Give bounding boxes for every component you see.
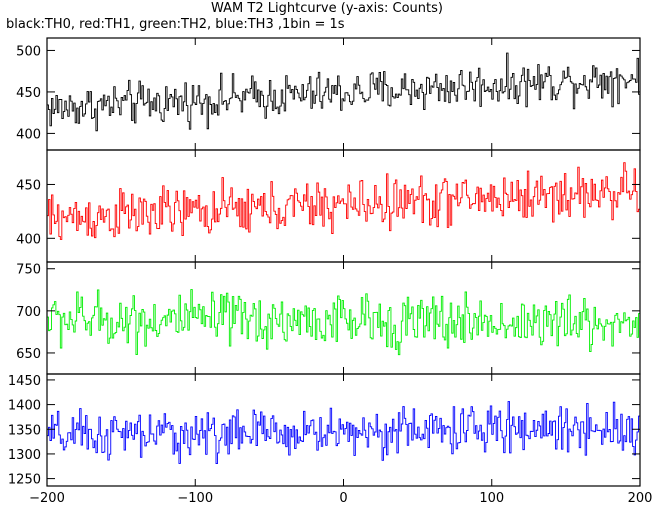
x-tick-label: −200 bbox=[29, 491, 65, 505]
y-tick-label-th3: 1350 bbox=[8, 423, 41, 438]
x-tick-label: 200 bbox=[628, 491, 653, 505]
series-line-th2 bbox=[47, 289, 640, 356]
x-tick-label: 100 bbox=[479, 491, 504, 505]
x-tick-label: −100 bbox=[177, 491, 213, 505]
chart-title: WAM T2 Lightcurve (y-axis: Counts) bbox=[211, 1, 443, 16]
y-tick-label-th3: 1300 bbox=[8, 448, 41, 463]
series-line-th1 bbox=[47, 162, 640, 240]
y-tick-label-th3: 1250 bbox=[8, 473, 41, 488]
y-tick-label-th2: 650 bbox=[16, 347, 41, 362]
y-tick-label-th1: 450 bbox=[16, 178, 41, 193]
y-tick-label-th3: 1400 bbox=[8, 399, 41, 414]
y-tick-label-th3: 1450 bbox=[8, 374, 41, 389]
x-tick-label: 0 bbox=[339, 491, 347, 505]
y-tick-label-th0: 400 bbox=[16, 127, 41, 142]
panel-frame-th1 bbox=[46, 149, 641, 263]
series-line-th3 bbox=[47, 401, 640, 464]
y-tick-label-th2: 750 bbox=[16, 263, 41, 278]
y-tick-label-th0: 450 bbox=[16, 86, 41, 101]
y-tick-label-th0: 500 bbox=[16, 44, 41, 59]
chart-subtitle: black:TH0, red:TH1, green:TH2, blue:TH3 … bbox=[6, 17, 345, 32]
series-line-th0 bbox=[47, 52, 640, 132]
y-tick-label-th1: 400 bbox=[16, 232, 41, 247]
y-tick-label-th2: 700 bbox=[16, 305, 41, 320]
